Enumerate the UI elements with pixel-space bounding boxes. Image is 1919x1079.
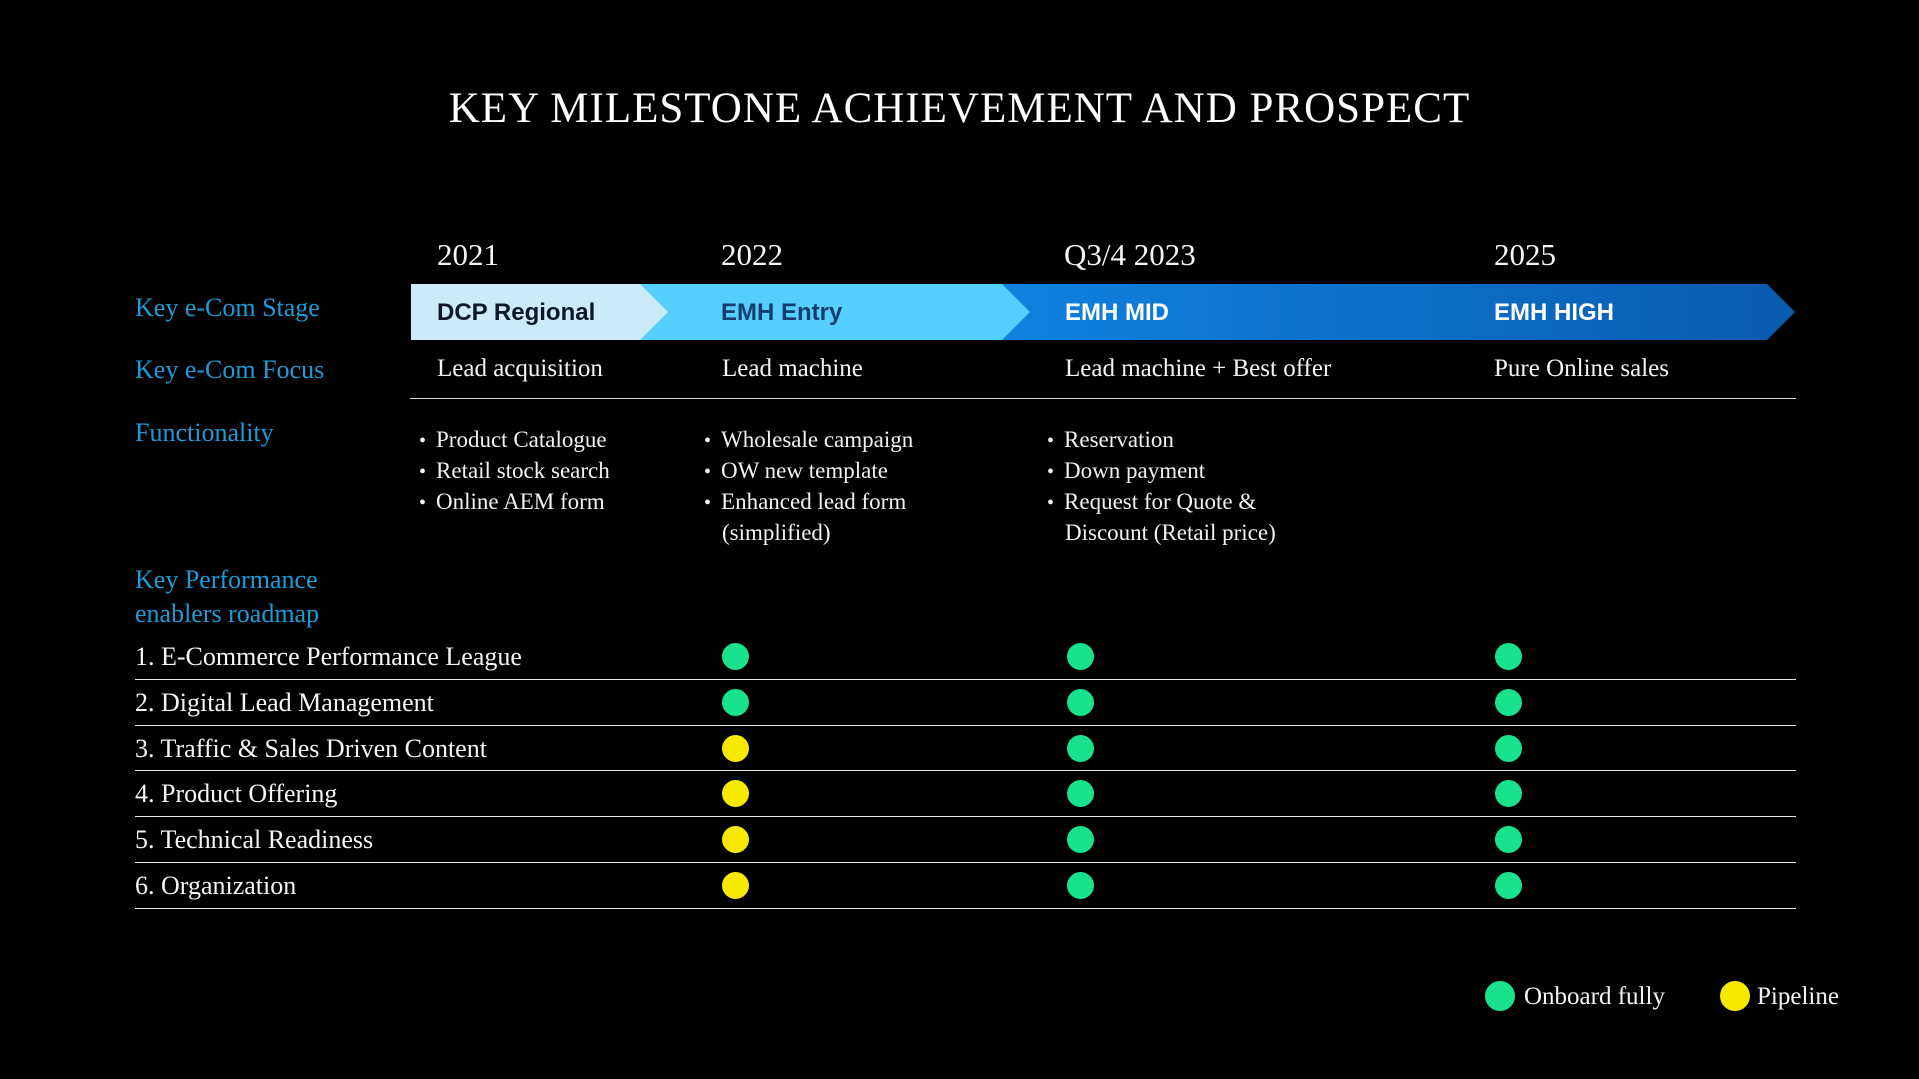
legend-onboard-dot-icon: [1485, 981, 1515, 1011]
status-dot-2025: [1495, 780, 1522, 808]
roadmap-row-technical-readiness: 5. Technical Readiness: [135, 817, 1796, 863]
roadmap-row-label: 3. Traffic & Sales Driven Content: [135, 733, 487, 763]
status-dot-2022: [722, 871, 749, 899]
performance-enablers-roadmap: 1. E-Commerce Performance League 2. Digi…: [135, 634, 1796, 909]
row-label-key-ecom-focus: Key e-Com Focus: [135, 355, 325, 384]
status-dot-2023: [1067, 780, 1094, 808]
status-dot-2023: [1067, 826, 1094, 854]
functionality-item: Online AEM form: [419, 487, 709, 518]
stage-segment-dcp-regional: [411, 284, 668, 340]
enablers-label-line2: enablers roadmap: [135, 599, 320, 628]
stage-segment-emh-entry: [636, 284, 1030, 340]
roadmap-row-label: 4. Product Offering: [135, 779, 338, 809]
row-label-functionality: Functionality: [135, 418, 274, 447]
functionality-list-2023: Reservation Down payment Request for Quo…: [1047, 425, 1295, 547]
focus-row-divider: [410, 398, 1796, 399]
functionality-item: Enhanced lead form (simplified): [704, 487, 922, 547]
status-dot-2022: [722, 780, 749, 808]
roadmap-row-digital-lead-management: 2. Digital Lead Management: [135, 680, 1796, 726]
focus-cell-2021: Lead acquisition: [437, 355, 603, 382]
status-dot-2023: [1067, 688, 1094, 716]
stage-label-emh-entry: EMH Entry: [721, 299, 843, 326]
year-2025: 2025: [1494, 237, 1556, 272]
stage-timeline-banner: DCP Regional EMH Entry EMH MID EMH HIGH: [0, 284, 1919, 340]
status-dot-2022: [722, 643, 749, 670]
year-2021: 2021: [437, 237, 499, 272]
roadmap-row-traffic-sales-driven-content: 3. Traffic & Sales Driven Content: [135, 726, 1796, 772]
enablers-label-line1: Key Performance: [135, 565, 318, 594]
roadmap-row-label: 1. E-Commerce Performance League: [135, 642, 522, 671]
functionality-item: Retail stock search: [419, 456, 709, 487]
year-q34-2023: Q3/4 2023: [1064, 237, 1196, 272]
status-dot-2022: [722, 734, 749, 762]
status-dot-2025: [1495, 734, 1522, 762]
row-label-key-performance-enablers: Key Performance enablers roadmap: [135, 563, 319, 631]
status-dot-2025: [1495, 643, 1522, 670]
functionality-list-2021: Product Catalogue Retail stock search On…: [419, 425, 709, 518]
focus-cell-2023: Lead machine + Best offer: [1065, 355, 1332, 382]
roadmap-row-label: 2. Digital Lead Management: [135, 687, 434, 717]
roadmap-row-label: 6. Organization: [135, 870, 297, 900]
row-label-key-ecom-stage: Key e-Com Stage: [135, 293, 320, 322]
stage-label-emh-high: EMH HIGH: [1494, 299, 1614, 326]
status-dot-2023: [1067, 643, 1094, 670]
functionality-item: Request for Quote & Discount (Retail pri…: [1047, 487, 1295, 547]
stage-segment-emh-mid-high: [998, 284, 1795, 340]
legend-onboard-label: Onboard fully: [1524, 983, 1665, 1010]
legend-pipeline-label: Pipeline: [1757, 983, 1839, 1010]
status-dot-2025: [1495, 871, 1522, 899]
focus-cell-2025: Pure Online sales: [1494, 355, 1669, 382]
slide-title: KEY MILESTONE ACHIEVEMENT AND PROSPECT: [448, 85, 1471, 132]
stage-label-emh-mid: EMH MID: [1065, 299, 1169, 326]
roadmap-row-ecommerce-performance-league: 1. E-Commerce Performance League: [135, 634, 1796, 680]
functionality-item: Reservation: [1047, 425, 1295, 456]
functionality-item: OW new template: [704, 456, 922, 487]
functionality-item: Down payment: [1047, 456, 1295, 487]
functionality-item: Product Catalogue: [419, 425, 709, 456]
year-2022: 2022: [721, 237, 783, 272]
stage-label-dcp-regional: DCP Regional: [437, 299, 596, 326]
status-dot-2025: [1495, 688, 1522, 716]
roadmap-row-organization: 6. Organization: [135, 863, 1796, 909]
status-dot-2022: [722, 688, 749, 716]
status-dot-2022: [722, 826, 749, 854]
roadmap-row-product-offering: 4. Product Offering: [135, 771, 1796, 818]
status-dot-2023: [1067, 871, 1094, 899]
status-dot-2023: [1067, 734, 1094, 762]
roadmap-row-label: 5. Technical Readiness: [135, 825, 374, 855]
functionality-item: Wholesale campaign: [704, 425, 922, 456]
functionality-list-2022: Wholesale campaign OW new template Enhan…: [704, 425, 922, 547]
status-dot-2025: [1495, 826, 1522, 854]
legend-pipeline-dot-icon: [1720, 981, 1750, 1011]
focus-cell-2022: Lead machine: [722, 355, 863, 382]
